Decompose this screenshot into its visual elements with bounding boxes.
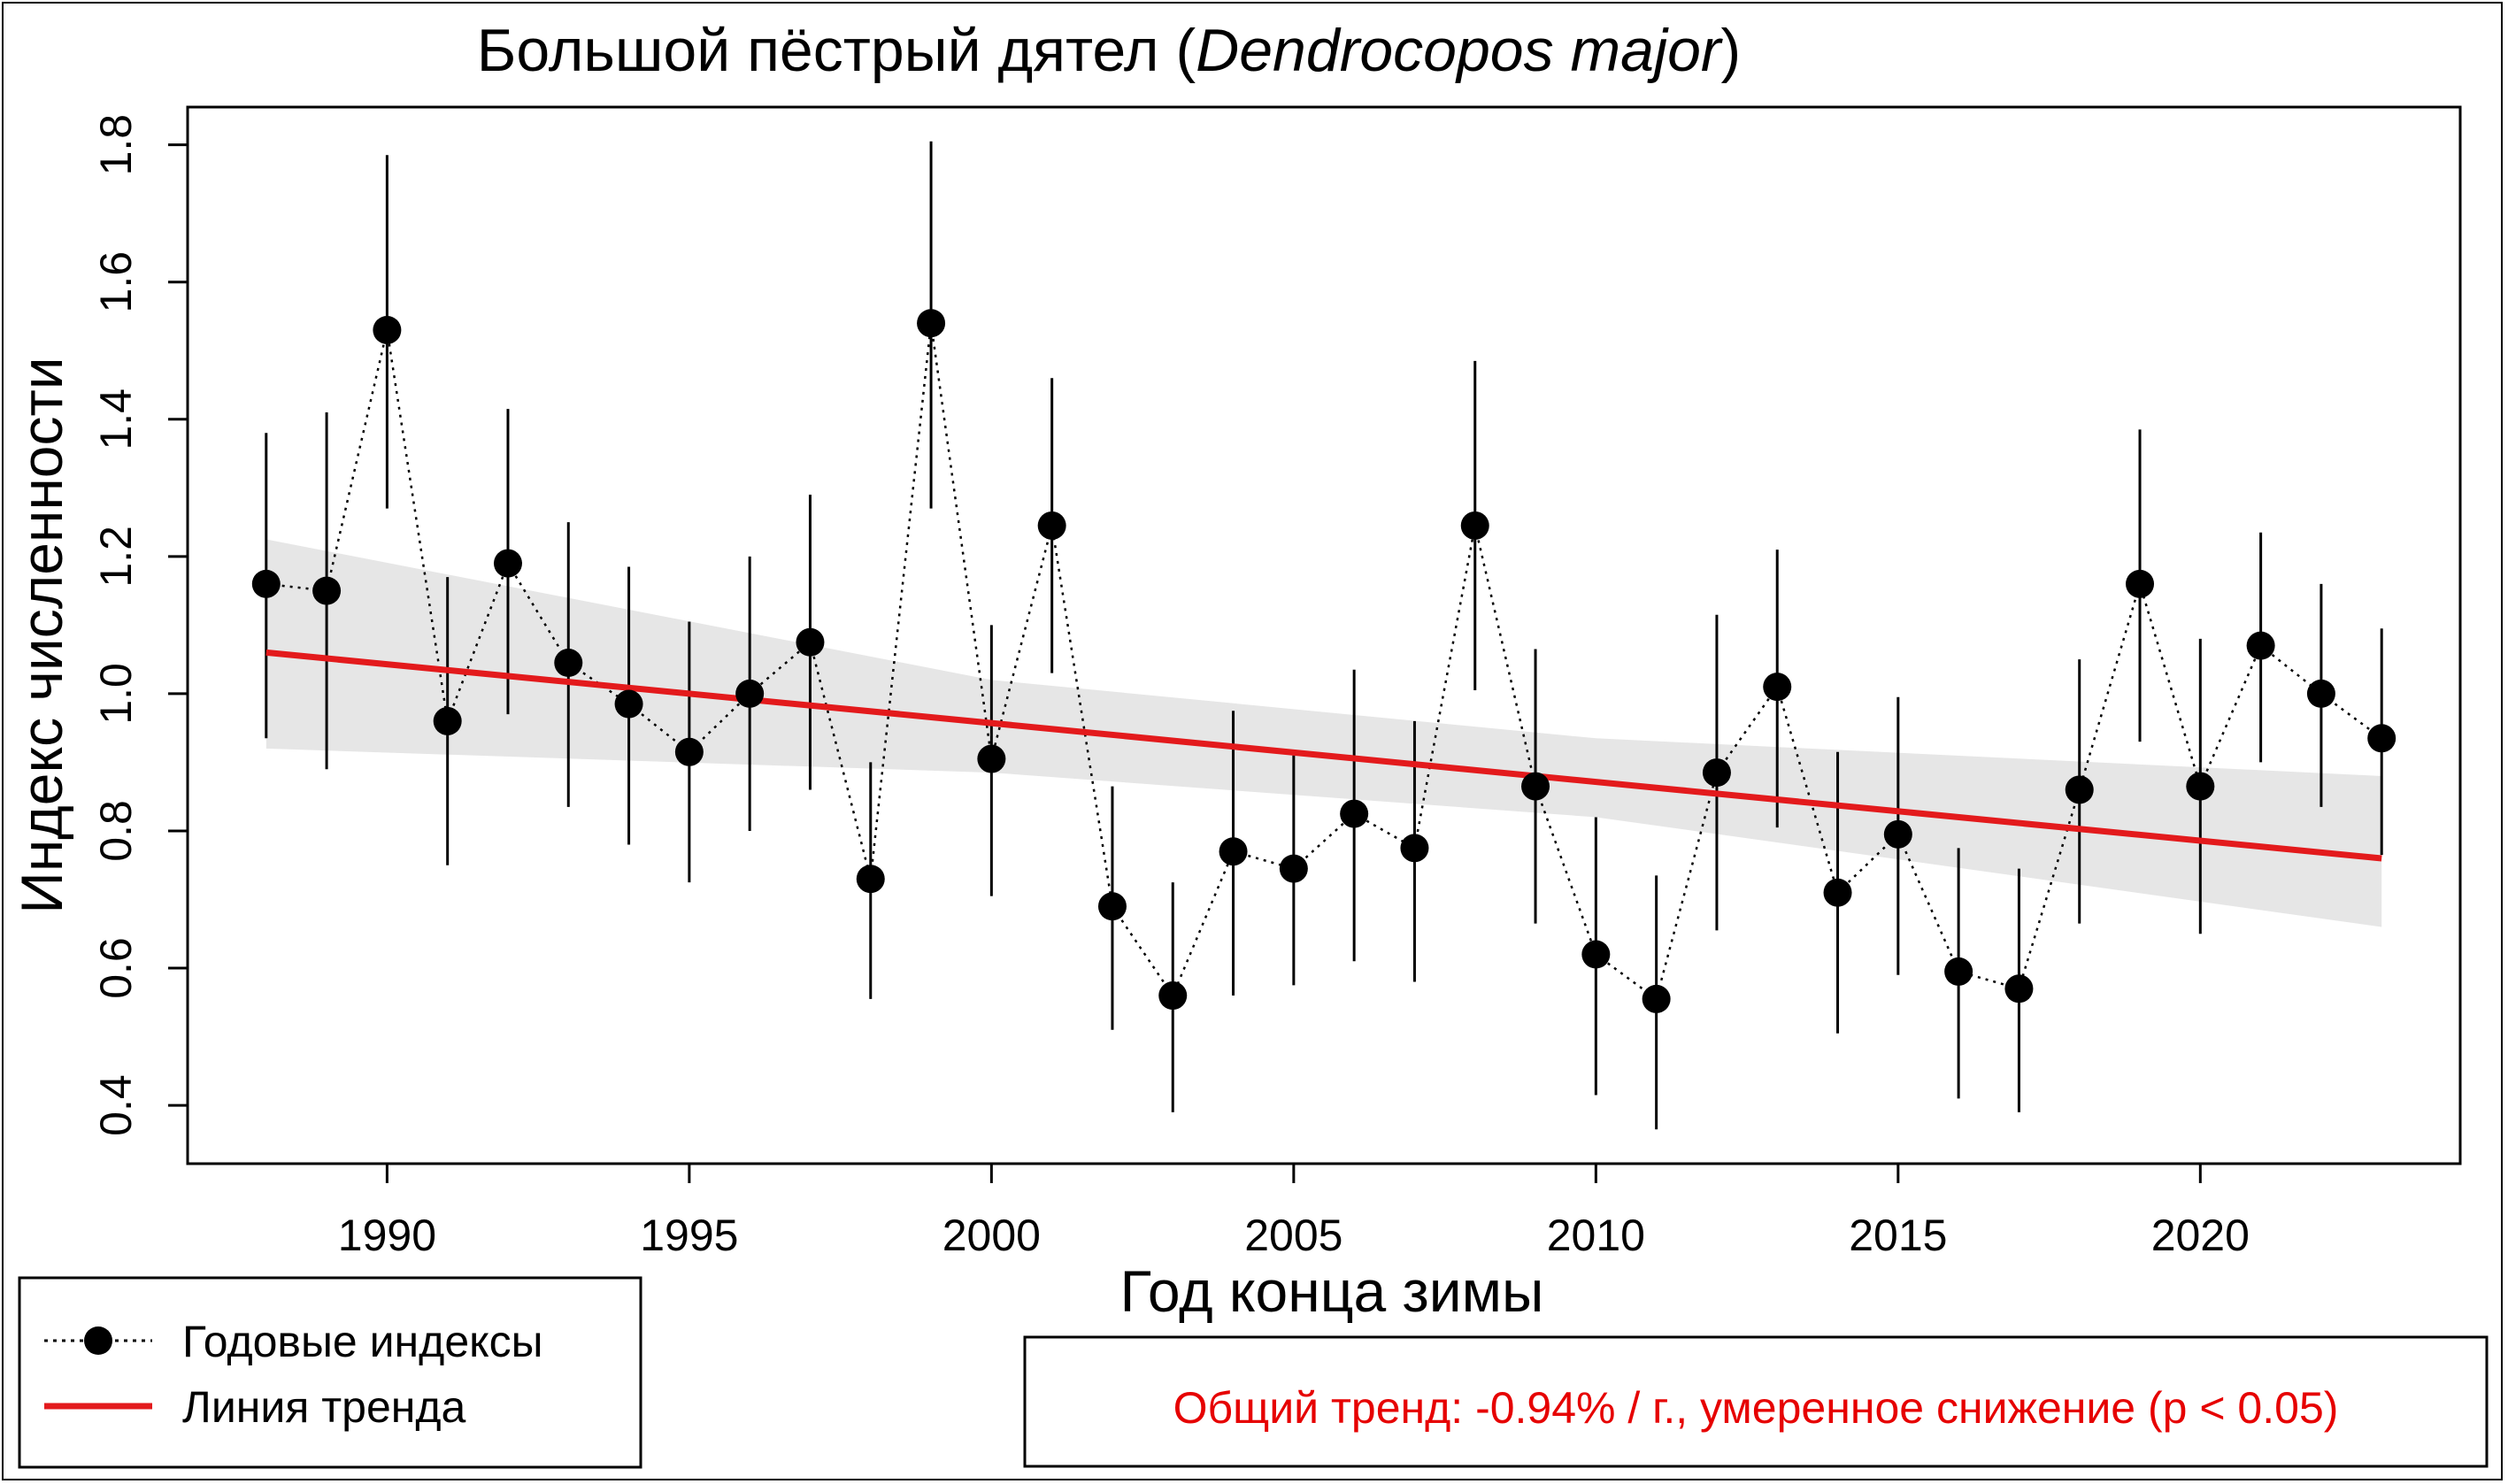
y-axis: 0.4 0.6 0.8 1.0 1.2 1.4 1.6 1.8 <box>91 114 188 1136</box>
point-2019 <box>2126 569 2155 598</box>
trend-line <box>265 649 2382 862</box>
point-1989 <box>312 576 342 605</box>
legend-box <box>18 1276 642 1469</box>
point-2004 <box>1219 837 1248 866</box>
point-1998 <box>856 865 885 894</box>
y-tick-label-1.8: 1.8 <box>91 114 141 176</box>
trend-annotation-box <box>1023 1335 2489 1468</box>
point-1993 <box>554 649 583 678</box>
x-tick-label-1995: 1995 <box>640 1211 738 1260</box>
y-tick-label-1.4: 1.4 <box>91 388 141 450</box>
point-1999 <box>917 309 946 338</box>
x-tick-label-2010: 2010 <box>1547 1211 1645 1260</box>
point-2013 <box>1763 673 1792 702</box>
y-tick-label-1.0: 1.0 <box>91 663 141 725</box>
point-2001 <box>1037 511 1066 540</box>
chart-title: Большой пёстрый дятел (Dendrocopos major… <box>477 17 1741 84</box>
x-tick-label-2020: 2020 <box>2151 1211 2250 1260</box>
legend-point-marker <box>84 1326 112 1355</box>
point-2002 <box>1097 892 1127 921</box>
y-tick-label-0.8: 0.8 <box>91 800 141 862</box>
point-2005 <box>1279 854 1308 883</box>
annual-index-connector <box>265 323 2382 1002</box>
x-tick-label-2015: 2015 <box>1849 1211 1947 1260</box>
point-2006 <box>1340 799 1369 828</box>
trend-annotation-text: Общий тренд: -0.94% / г., умеренное сниж… <box>1173 1383 2339 1433</box>
y-tick-label-0.6: 0.6 <box>91 937 141 999</box>
x-tick-label-2000: 2000 <box>942 1211 1041 1260</box>
point-2018 <box>2065 775 2094 804</box>
y-tick-label-1.2: 1.2 <box>91 526 141 588</box>
point-1997 <box>796 627 825 657</box>
trend-line-path <box>265 649 2382 862</box>
x-axis: 1990 1995 2000 2005 2010 2015 2020 <box>338 1164 2250 1260</box>
point-1995 <box>674 737 704 766</box>
point-1990 <box>373 315 402 344</box>
point-1988 <box>251 569 281 598</box>
y-tick-label-0.4: 0.4 <box>91 1074 141 1136</box>
point-2000 <box>977 744 1006 773</box>
legend: Годовые индексы Линия тренда <box>18 1276 642 1469</box>
point-2022 <box>2306 679 2335 708</box>
point-2021 <box>2246 631 2275 660</box>
confidence-band <box>265 539 2382 927</box>
annual-index-points <box>251 309 2396 1013</box>
point-2003 <box>1158 981 1188 1011</box>
point-2020 <box>2186 772 2215 801</box>
legend-points-label: Годовые индексы <box>182 1317 543 1366</box>
point-2014 <box>1823 878 1852 907</box>
point-2008 <box>1460 511 1489 540</box>
point-2010 <box>1581 940 1611 969</box>
y-tick-label-1.6: 1.6 <box>91 251 141 313</box>
point-2012 <box>1702 758 1731 788</box>
plot-area <box>186 105 2462 1165</box>
connector-line <box>265 323 2382 1002</box>
confidence-band-area <box>265 539 2382 927</box>
point-2016 <box>1944 957 1973 986</box>
point-2011 <box>1642 984 1671 1013</box>
point-1994 <box>614 689 643 719</box>
point-2023 <box>2367 724 2396 753</box>
legend-trend-label: Линия тренда <box>182 1382 466 1432</box>
y-axis-label: Индекс численности <box>9 357 74 913</box>
x-tick-label-1990: 1990 <box>338 1211 436 1260</box>
point-2009 <box>1521 772 1550 801</box>
point-2017 <box>2004 974 2034 1003</box>
point-1996 <box>735 679 765 708</box>
point-2015 <box>1883 819 1912 849</box>
point-2007 <box>1400 834 1429 863</box>
x-tick-label-2005: 2005 <box>1244 1211 1342 1260</box>
x-axis-label: Год конца зимы <box>1120 1258 1544 1324</box>
point-1992 <box>493 549 522 578</box>
trend-annotation: Общий тренд: -0.94% / г., умеренное сниж… <box>1023 1335 2489 1468</box>
point-1991 <box>433 706 462 735</box>
